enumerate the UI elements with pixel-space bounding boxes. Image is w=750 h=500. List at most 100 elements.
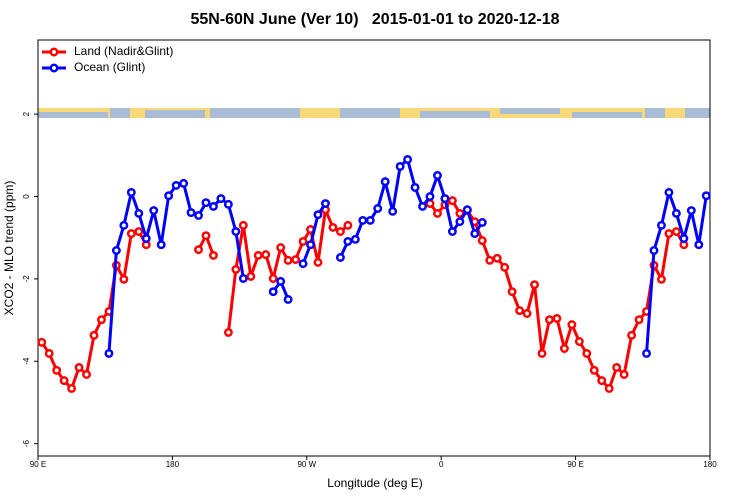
data-point [433,208,442,218]
data-point [589,365,599,375]
data-point [238,220,248,230]
legend-marker [49,63,59,73]
data-point [365,215,375,225]
data-point [201,198,211,208]
data-point [477,218,487,227]
data-point [343,220,353,230]
data-point [335,227,345,236]
plot-frame [37,39,711,457]
data-point [649,246,659,255]
data-point [433,171,442,180]
data-point [545,315,554,325]
data-point [104,348,114,358]
x-tick-label: 0 [439,460,444,469]
data-point [209,201,218,211]
data-point [238,274,248,283]
series-line [428,198,686,392]
data-point [268,274,278,283]
data-point [231,264,241,274]
data-point [642,348,651,358]
data-point [657,274,666,284]
data-point [634,315,644,325]
data-point [74,362,84,372]
y-tick-label: -6 [22,440,31,448]
data-point [485,255,495,265]
data-point [313,257,323,267]
map-ocean [572,112,642,118]
data-point [253,250,263,260]
data-point [679,234,689,243]
data-point [89,330,99,340]
data-point [373,204,383,213]
legend-label: Ocean (Glint) [74,60,145,74]
data-point [126,187,136,197]
data-point [574,337,584,346]
data-point [119,220,129,230]
map-ocean [38,112,108,118]
data-point [582,348,592,358]
data-point [216,194,226,204]
data-point [44,348,54,358]
data-point [462,205,472,215]
y-tick-label: 2 [22,111,31,116]
data-point [223,199,233,209]
x-tick-label: 90 E [30,460,46,469]
data-point [694,240,704,250]
data-point [522,309,532,318]
data-point [231,227,241,236]
map-ocean [145,110,205,118]
data-point [455,217,465,227]
data-point [261,250,271,260]
data-point [149,206,159,215]
data-point [59,376,69,386]
legend-marker [49,47,59,57]
data-point [447,227,457,236]
data-point [418,201,427,211]
data-point [164,191,174,201]
x-tick-label: 180 [166,460,180,469]
data-point [156,240,166,250]
series-line [339,156,484,259]
y-tick-label: 0 [22,194,31,199]
data-point [701,191,711,201]
data-point [455,208,465,218]
data-point [111,246,121,255]
map-ocean [210,108,300,118]
data-point [335,253,345,262]
data-point [194,211,203,220]
data-point [52,365,62,375]
data-point [171,180,181,190]
data-point [268,287,278,297]
data-point [627,330,637,340]
series-line [40,229,148,392]
data-point [298,259,308,269]
data-point [97,315,106,325]
map-strip [38,108,710,118]
data-point [612,362,622,372]
data-point [395,161,405,171]
data-point [350,234,360,244]
data-point [380,177,390,187]
data-point [664,229,674,239]
data-point [492,253,502,263]
data-point [141,234,151,243]
data-point [597,376,607,386]
map-ocean [645,108,665,118]
data-point [134,208,144,218]
data-point [537,348,547,358]
x-tick-label: 90 E [567,460,583,469]
data-point [291,255,301,264]
data-point [686,206,696,215]
map-ocean [685,108,710,118]
data-point [530,280,539,290]
data-point [567,320,577,330]
map-ocean [110,108,130,118]
data-point [134,227,144,236]
data-point [119,274,129,284]
data-point [388,206,398,216]
data-point [671,208,681,218]
data-point [425,192,435,201]
data-point [477,236,487,246]
data-point [276,276,286,286]
data-point [246,271,256,281]
